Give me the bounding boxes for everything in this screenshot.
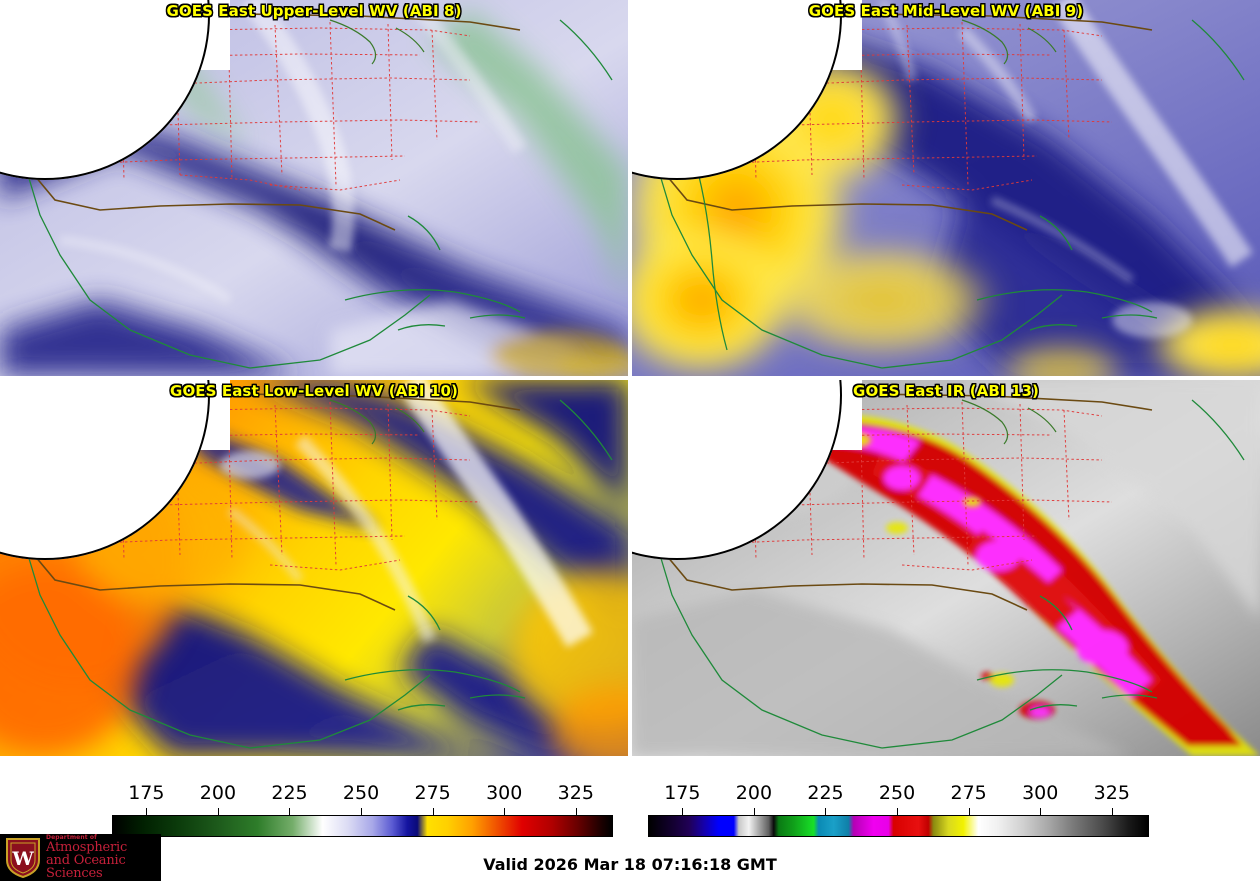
colorbar-tick-mark [682, 808, 684, 815]
colorbar-tick-label: 325 [1093, 782, 1130, 804]
colorbar-tick-mark [897, 808, 899, 815]
colorbar-tick-mark [825, 808, 827, 815]
valid-time-label: Valid 2026 Mar 18 07:16:18 GMT [483, 855, 777, 874]
colorbar-tick-mark [432, 808, 434, 815]
great-lakes [329, 19, 425, 65]
colorbar-tick-label: 250 [878, 782, 916, 804]
colorbar-ir-strip [648, 815, 1149, 837]
colorbar-tick-mark [361, 808, 363, 815]
colorbar-infrared: 175 200 225 250 275 300 325 [648, 782, 1149, 837]
coastlines [17, 399, 613, 749]
colorbar-wv-strip [112, 815, 613, 837]
colorbar-tick-mark [1040, 808, 1042, 815]
upper-level-wv-image [0, 0, 628, 376]
colorbar-tick-mark [753, 808, 755, 815]
colorbar-tick-mark [968, 808, 970, 815]
uw-crest-icon: W [4, 836, 42, 879]
colorbar-tick-label: 275 [950, 782, 987, 804]
colorbar-tick-label: 225 [807, 782, 844, 804]
logo-department-label: Department of [46, 834, 97, 841]
colorbar-tick-label: 200 [199, 782, 237, 804]
colorbar-wv-ticks [112, 808, 613, 815]
colorbar-tick-label: 300 [486, 782, 523, 804]
coastlines [649, 399, 1245, 749]
colorbar-tick-mark [289, 808, 291, 815]
logo-line-atmospheric: Atmospheric [46, 839, 128, 855]
logo-line-oceanic: and Oceanic Sciences [46, 852, 126, 881]
colorbar-tick-label: 175 [664, 782, 701, 804]
uw-madison-aos-logo[interactable]: W Department of Atmospheric and Oceanic … [0, 834, 161, 881]
logo-wordmark: Department of Atmospheric and Oceanic Sc… [46, 834, 161, 881]
colorbar-tick-mark [146, 808, 148, 815]
colorbar-tick-label: 275 [414, 782, 451, 804]
panel-upper-level-wv[interactable]: GOES East Upper-Level WV (ABI 8) [0, 0, 628, 376]
great-lakes [961, 399, 1057, 445]
panel-low-level-wv[interactable]: GOES East Low-Level WV (ABI 10) [0, 380, 628, 756]
colorbar-tick-mark [575, 808, 577, 815]
colorbar-tick-label: 325 [557, 782, 594, 804]
coastlines [17, 19, 613, 369]
colorbar-tick-label: 250 [342, 782, 380, 804]
satellite-panel-grid: GOES East Upper-Level WV (ABI 8) [0, 0, 1260, 756]
svg-text:W: W [11, 848, 34, 870]
colorbar-ir-ticks [648, 808, 1149, 815]
coastlines [649, 19, 1245, 369]
colorbar-wv-labels: 175 200 225 250 275 300 325 [112, 782, 613, 808]
colorbar-tick-mark [1111, 808, 1113, 815]
colorbar-wv-gradient [113, 816, 612, 836]
colorbar-water-vapor: 175 200 225 250 275 300 325 [112, 782, 613, 837]
great-lakes [329, 399, 425, 445]
colorbar-tick-label: 225 [271, 782, 308, 804]
colorbar-ir-labels: 175 200 225 250 275 300 325 [648, 782, 1149, 808]
panel-ir[interactable]: GOES East IR (ABI 13) [632, 380, 1260, 756]
colorbar-tick-label: 300 [1022, 782, 1059, 804]
colorbar-tick-label: 175 [128, 782, 165, 804]
colorbar-tick-mark [504, 808, 506, 815]
mid-level-wv-image [632, 0, 1260, 376]
colorbar-tick-mark [217, 808, 219, 815]
low-level-wv-image [0, 380, 628, 756]
colorbar-tick-label: 200 [735, 782, 773, 804]
panel-mid-level-wv[interactable]: GOES East Mid-Level WV (ABI 9) [632, 0, 1260, 376]
great-lakes [961, 19, 1057, 65]
colorbar-ir-gradient [649, 816, 1148, 836]
